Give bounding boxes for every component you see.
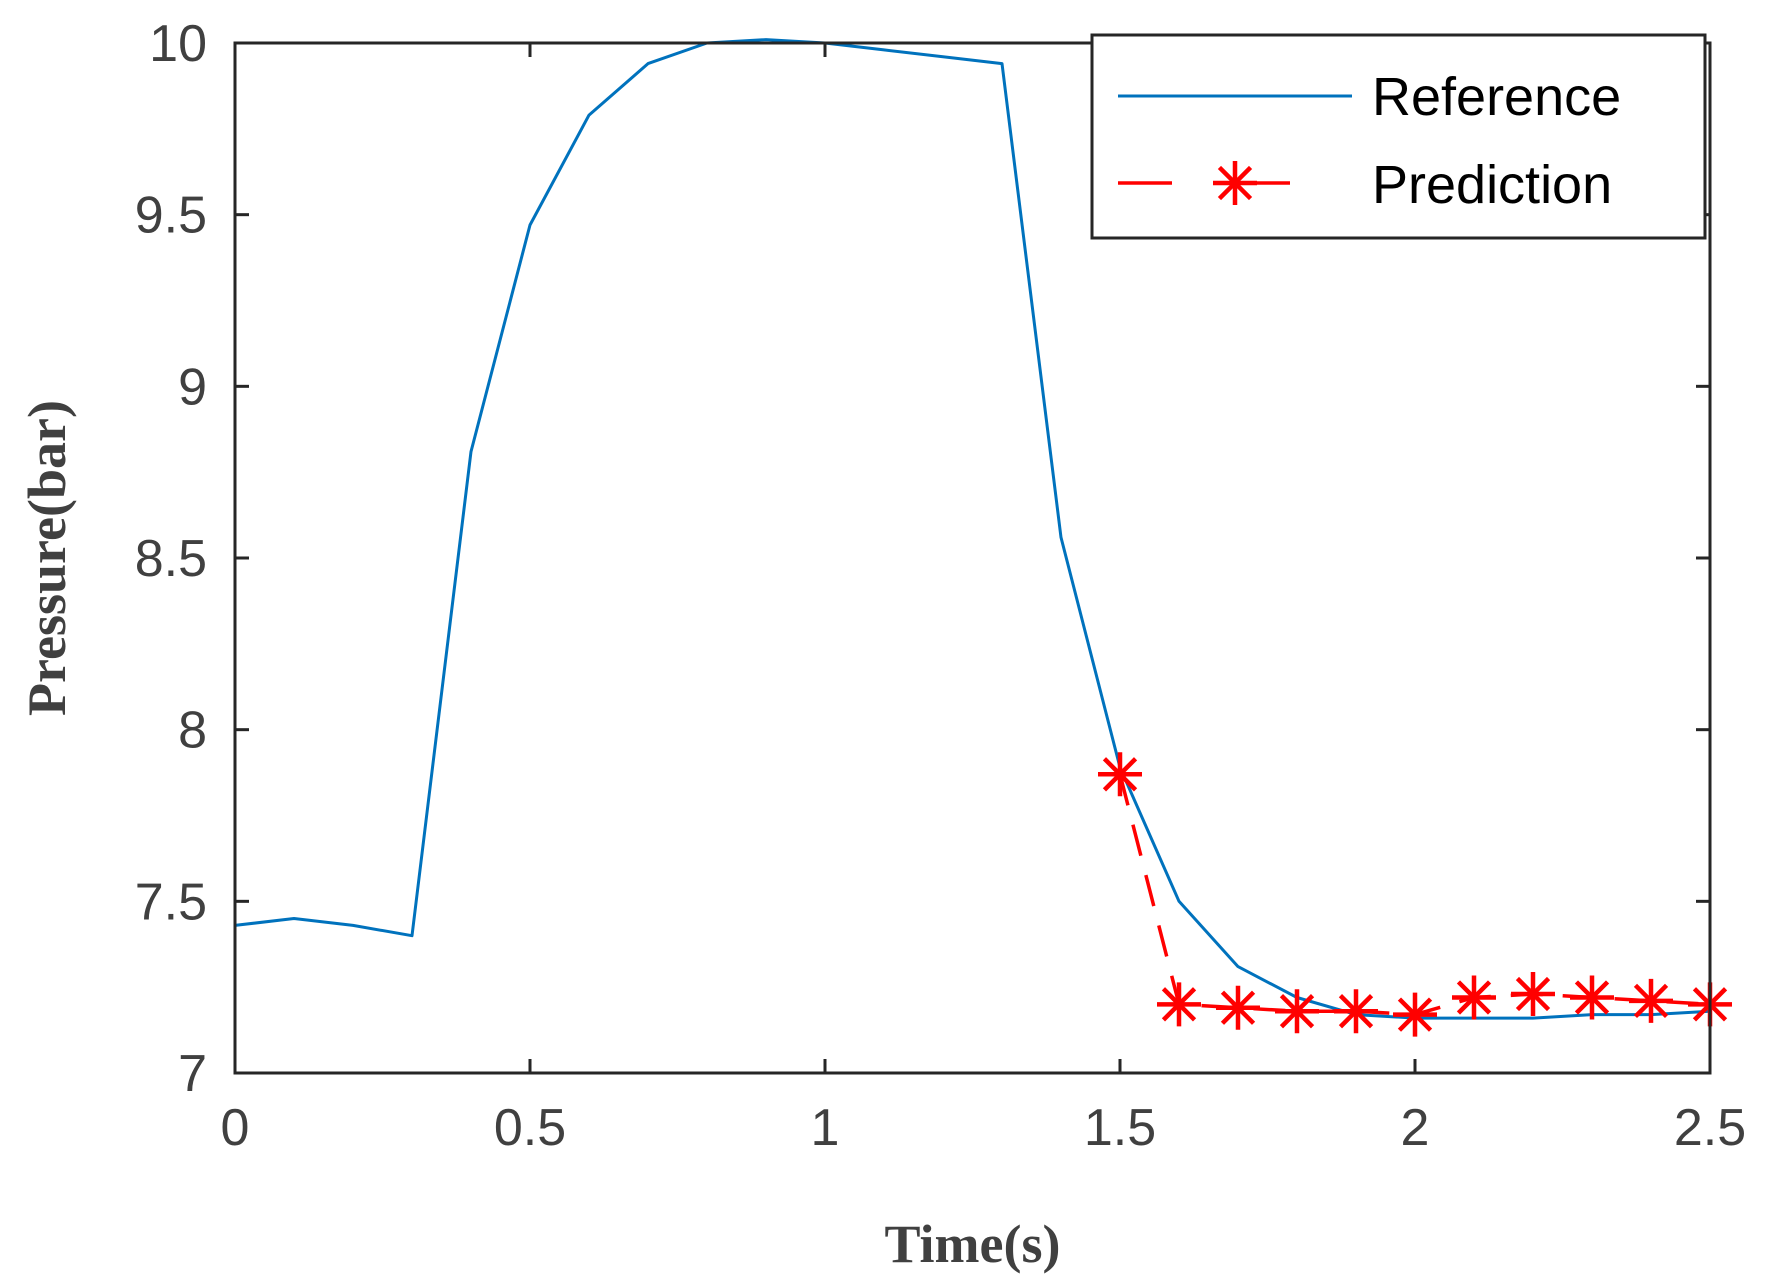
x-tick-label: 0.5 (494, 1099, 566, 1157)
y-tick-label: 10 (149, 15, 207, 73)
x-tick-labels: 0 0.5 1 1.5 2 2.5 (221, 1099, 1747, 1157)
y-tick-labels: 7 7.5 8 8.5 9 9.5 10 (135, 15, 207, 1103)
y-tick-label: 8 (178, 702, 207, 760)
x-tick-label: 1 (811, 1099, 840, 1157)
y-tick-label: 8.5 (135, 530, 207, 588)
y-tick-label: 7.5 (135, 873, 207, 931)
data-point-prediction (1275, 989, 1319, 1034)
data-point-prediction (1098, 752, 1142, 797)
data-point-prediction (1452, 975, 1496, 1020)
x-tick-label: 0 (221, 1099, 250, 1157)
legend-prediction-asterisk (1213, 161, 1257, 205)
y-axis-title: Pressure(bar) (17, 400, 77, 716)
x-tick-label: 2.5 (1674, 1099, 1746, 1157)
data-point-prediction (1393, 992, 1437, 1037)
legend-box (1090, 33, 1707, 240)
data-point-prediction (1157, 982, 1201, 1027)
y-tick-label: 9 (178, 358, 207, 416)
data-point-prediction (1570, 975, 1614, 1020)
x-tick-label: 2 (1401, 1099, 1430, 1157)
series-line-reference (234, 38, 1711, 1020)
data-point-prediction (1511, 972, 1555, 1017)
data-point-prediction (1629, 978, 1673, 1023)
data-point-prediction (1334, 989, 1378, 1034)
series-layer (234, 38, 1732, 1037)
y-tick-label: 7 (178, 1045, 207, 1103)
y-tick-label: 9.5 (135, 187, 207, 245)
series-line-prediction (1118, 773, 1711, 1017)
x-axis-title: Time(s) (885, 1214, 1061, 1274)
legend-prediction-marker (1213, 161, 1257, 205)
data-point-prediction (1216, 985, 1260, 1030)
legend-prediction-label: Prediction (1372, 155, 1612, 215)
x-tick-label: 1.5 (1084, 1099, 1156, 1157)
legend: Reference Prediction (1090, 33, 1707, 240)
legend-reference-label: Reference (1372, 67, 1621, 127)
